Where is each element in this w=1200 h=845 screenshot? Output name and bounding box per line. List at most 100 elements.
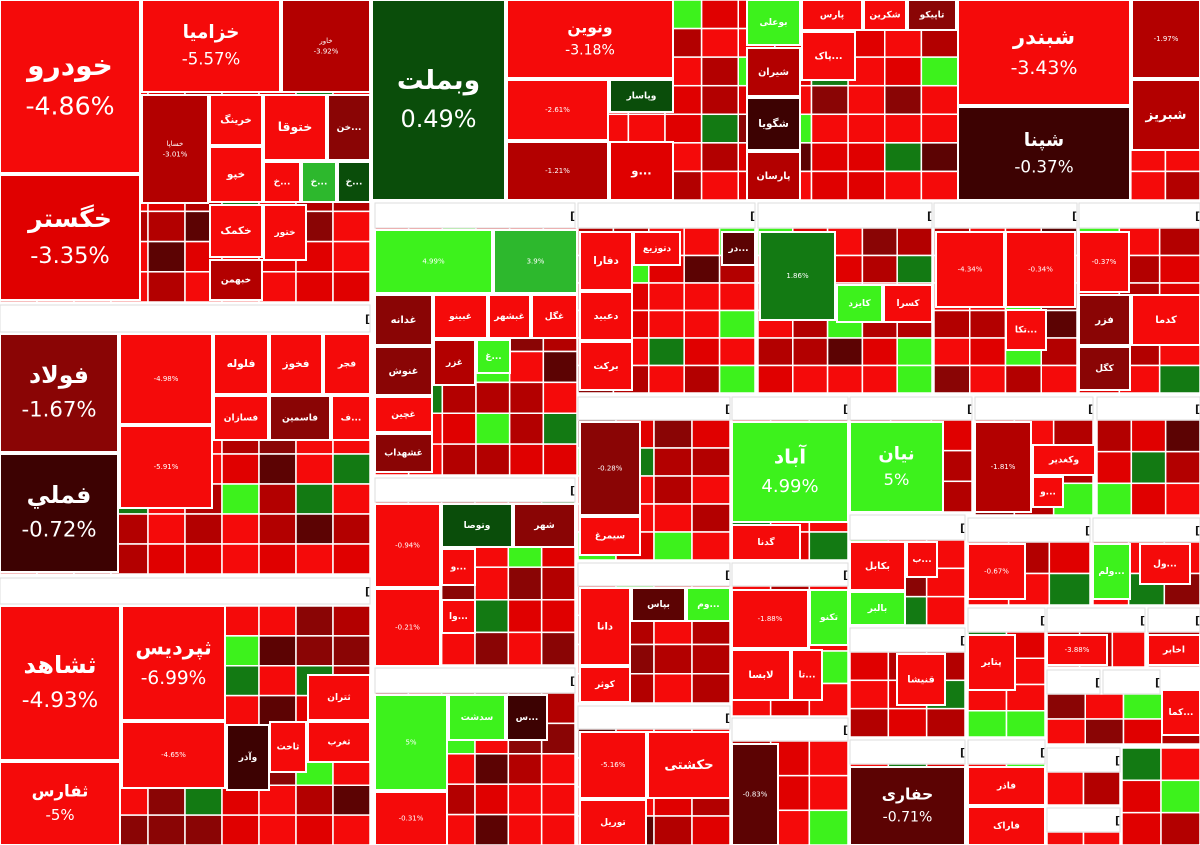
stock-tile[interactable]: [1131, 294, 1200, 346]
stock-tile[interactable]: [141, 94, 209, 204]
stock-tile[interactable]: [269, 333, 323, 395]
stock-tile[interactable]: [967, 543, 1026, 600]
sector-header[interactable]: [731, 562, 849, 587]
stock-tile[interactable]: [1032, 444, 1096, 476]
stock-tile[interactable]: [809, 589, 849, 646]
stock-tile[interactable]: [836, 284, 883, 323]
sector-header[interactable]: [374, 477, 576, 503]
stock-tile[interactable]: [896, 653, 946, 706]
stock-tile[interactable]: [441, 599, 476, 634]
stock-tile[interactable]: [579, 516, 641, 556]
stock-tile[interactable]: [281, 0, 371, 93]
stock-tile[interactable]: [0, 174, 141, 301]
stock-tile[interactable]: [433, 339, 476, 386]
stock-tile[interactable]: [967, 806, 1046, 845]
stock-tile[interactable]: [374, 503, 441, 588]
stock-tile[interactable]: [531, 294, 578, 339]
stock-tile[interactable]: [579, 421, 641, 516]
stock-tile[interactable]: [731, 421, 849, 523]
stock-tile[interactable]: [506, 694, 548, 741]
stock-tile[interactable]: [488, 294, 531, 339]
sector-header[interactable]: [374, 202, 576, 229]
stock-tile[interactable]: [327, 94, 371, 161]
stock-tile[interactable]: [209, 94, 263, 146]
stock-tile[interactable]: [301, 161, 337, 203]
stock-tile[interactable]: [1078, 346, 1131, 391]
stock-tile[interactable]: [374, 294, 433, 346]
sector-header[interactable]: [967, 517, 1091, 543]
stock-tile[interactable]: [579, 291, 633, 341]
stock-tile[interactable]: [957, 106, 1131, 201]
stock-tile[interactable]: [269, 395, 331, 441]
stock-tile[interactable]: [791, 649, 823, 701]
stock-tile[interactable]: [374, 396, 433, 433]
stock-tile[interactable]: [213, 395, 269, 441]
stock-tile[interactable]: [633, 231, 681, 266]
stock-tile[interactable]: [849, 766, 966, 845]
stock-tile[interactable]: [371, 0, 506, 201]
stock-tile[interactable]: [935, 231, 1005, 308]
stock-tile[interactable]: [307, 674, 371, 721]
stock-tile[interactable]: [119, 425, 213, 509]
sector-header[interactable]: [849, 396, 973, 421]
stock-tile[interactable]: [213, 333, 269, 395]
stock-tile[interactable]: [579, 799, 647, 845]
sector-header[interactable]: [0, 577, 371, 605]
stock-tile[interactable]: [907, 0, 957, 31]
stock-tile[interactable]: [1078, 294, 1131, 346]
stock-tile[interactable]: [441, 548, 476, 586]
stock-tile[interactable]: [967, 766, 1046, 806]
stock-tile[interactable]: [209, 259, 263, 301]
stock-tile[interactable]: [721, 231, 756, 266]
stock-tile[interactable]: [374, 694, 448, 791]
stock-tile[interactable]: [0, 0, 141, 174]
stock-tile[interactable]: [967, 634, 1016, 691]
sector-header[interactable]: [731, 396, 849, 421]
stock-tile[interactable]: [1046, 634, 1108, 666]
stock-tile[interactable]: [121, 605, 226, 721]
sector-header[interactable]: [1046, 607, 1146, 633]
sector-header[interactable]: [1046, 747, 1121, 773]
stock-tile[interactable]: [0, 605, 121, 761]
stock-tile[interactable]: [609, 79, 674, 113]
sector-header[interactable]: [967, 607, 1046, 633]
sector-header[interactable]: [577, 202, 756, 229]
stock-tile[interactable]: [374, 229, 493, 294]
stock-tile[interactable]: [1005, 309, 1047, 351]
stock-tile[interactable]: [731, 524, 801, 561]
sector-header[interactable]: [933, 202, 1078, 229]
stock-tile[interactable]: [121, 721, 226, 789]
stock-tile[interactable]: [849, 421, 944, 513]
stock-tile[interactable]: [863, 0, 907, 31]
stock-tile[interactable]: [141, 0, 281, 93]
stock-tile[interactable]: [506, 79, 609, 141]
stock-tile[interactable]: [579, 731, 647, 799]
stock-tile[interactable]: [0, 333, 119, 453]
stock-tile[interactable]: [647, 731, 731, 799]
stock-tile[interactable]: [331, 395, 371, 441]
stock-tile[interactable]: [974, 421, 1032, 513]
stock-tile[interactable]: [506, 0, 674, 79]
stock-tile[interactable]: [849, 541, 906, 591]
stock-tile[interactable]: [374, 588, 441, 667]
sector-header[interactable]: [974, 396, 1094, 421]
stock-tile[interactable]: [731, 649, 791, 701]
sector-header[interactable]: [0, 304, 371, 333]
stock-tile[interactable]: [506, 141, 609, 201]
stock-tile[interactable]: [226, 724, 270, 791]
stock-tile[interactable]: [957, 0, 1131, 106]
stock-tile[interactable]: [883, 284, 933, 323]
stock-tile[interactable]: [374, 346, 433, 396]
stock-tile[interactable]: [746, 47, 801, 97]
stock-tile[interactable]: [433, 294, 488, 339]
stock-tile[interactable]: [579, 666, 631, 703]
stock-tile[interactable]: [1078, 231, 1130, 293]
sector-header[interactable]: [849, 514, 966, 541]
stock-tile[interactable]: [374, 791, 448, 845]
stock-tile[interactable]: [323, 333, 371, 395]
sector-header[interactable]: [1078, 202, 1200, 229]
stock-tile[interactable]: [119, 333, 213, 425]
stock-tile[interactable]: [1131, 79, 1200, 151]
sector-header[interactable]: [1147, 607, 1200, 633]
stock-tile[interactable]: [731, 589, 809, 649]
